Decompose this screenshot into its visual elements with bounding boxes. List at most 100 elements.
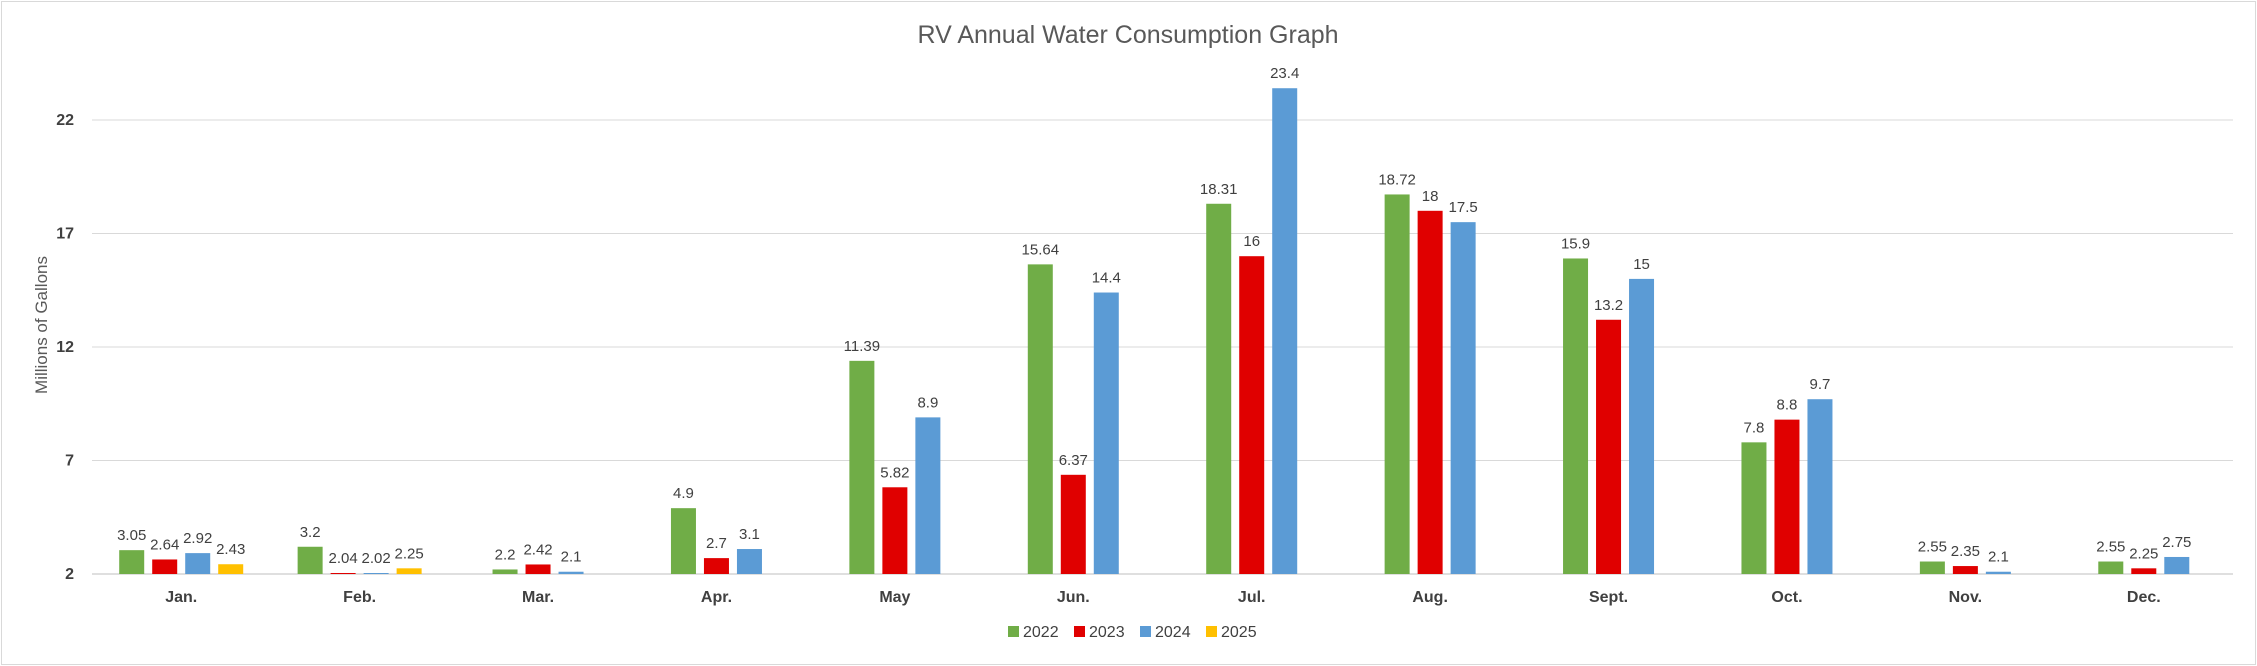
data-label: 2.2: [495, 546, 516, 563]
x-tick-label: Jul.: [1238, 589, 1266, 606]
data-label: 16: [1243, 233, 1260, 250]
bar-2023: [1239, 256, 1265, 574]
data-label: 2.55: [2096, 539, 2125, 556]
bar-2023: [1417, 210, 1443, 575]
bar-2022: [1384, 194, 1410, 574]
legend-entry: 2022: [1023, 624, 1059, 641]
bar-2023: [525, 564, 551, 574]
data-label: 2.1: [1988, 549, 2009, 566]
bar-2022: [1027, 264, 1053, 574]
bar-2022: [2098, 561, 2124, 574]
data-label: 17.5: [1449, 199, 1478, 216]
data-label: 8.8: [1777, 397, 1798, 414]
bar-2024: [915, 417, 941, 574]
x-tick-label: Feb.: [343, 589, 376, 606]
x-tick-label: Apr.: [701, 589, 732, 606]
bar-2024: [558, 571, 584, 574]
y-axis-ticks: 2 7 12 17 22: [56, 112, 74, 583]
legend-swatch: [1074, 626, 1085, 637]
bar-2022: [670, 508, 696, 574]
bar-2024: [363, 573, 389, 574]
legend-swatch: [1140, 626, 1151, 637]
gridlines: [92, 119, 2233, 575]
bar-2023: [1596, 319, 1622, 574]
bar-2024: [1272, 88, 1298, 574]
bar-2023: [2131, 568, 2157, 574]
bar-2023: [1774, 419, 1800, 574]
x-tick-label: Jan.: [165, 589, 197, 606]
bar-2022: [849, 360, 875, 574]
data-label: 3.05: [117, 527, 146, 544]
data-labels: 3.052.64 2.922.433.22.04 2.02 2.25 2.2 2.42 2.…: [117, 65, 2191, 567]
bar-2022: [492, 569, 518, 574]
data-label: 2.7: [706, 535, 727, 552]
bar-2022: [1919, 561, 1945, 574]
bar-2023: [1060, 474, 1086, 574]
data-label: 2.92: [183, 530, 212, 547]
data-label: 2.25: [395, 545, 424, 562]
chart-title: RV Annual Water Consumption Graph: [917, 21, 1338, 49]
data-label: 18.31: [1200, 181, 1238, 198]
bar-2024: [2164, 556, 2190, 574]
x-tick-label: Aug.: [1412, 589, 1448, 606]
x-tick-label: Jun.: [1057, 589, 1090, 606]
data-label: 3.2: [300, 524, 321, 541]
x-tick-label: Oct.: [1771, 589, 1802, 606]
bar-2023: [882, 487, 908, 574]
bar-2022: [297, 546, 323, 574]
data-label: 11.39: [844, 338, 880, 355]
data-label: 15.64: [1022, 241, 1060, 258]
bar-2025: [218, 564, 244, 574]
data-label: 15.9: [1561, 235, 1590, 252]
data-label: 18: [1422, 188, 1439, 205]
bar-2024: [1450, 222, 1476, 574]
bar-2023: [703, 558, 729, 574]
data-label: 13.2: [1594, 297, 1623, 314]
data-label: 18.72: [1378, 171, 1416, 188]
x-tick-label: Mar.: [522, 589, 554, 606]
x-tick-label: Sept.: [1589, 589, 1628, 606]
data-label: 2.43: [216, 541, 245, 558]
legend-swatch: [1008, 626, 1019, 637]
data-label: 5.82: [880, 464, 909, 481]
x-axis-ticks: Jan. Feb. Mar. Apr. May Jun. Jul. Aug. Sept. Oct.…: [165, 589, 2160, 606]
x-tick-label: Dec.: [2127, 589, 2161, 606]
bar-2024: [736, 549, 762, 574]
data-label: 2.75: [2162, 534, 2191, 551]
y-tick-label: 22: [56, 112, 74, 129]
data-label: 14.4: [1092, 270, 1121, 287]
data-label: 8.9: [917, 394, 938, 411]
legend-entry: 2025: [1221, 624, 1257, 641]
legend: 2022 2023 2024 2025: [1008, 624, 1257, 641]
data-label: 6.37: [1059, 452, 1088, 469]
bar-2024: [1985, 571, 2011, 574]
bar-2023: [330, 573, 356, 574]
bar-2023: [152, 559, 178, 574]
bar-2024: [185, 553, 211, 574]
data-label: 7.8: [1744, 419, 1765, 436]
data-label: 2.35: [1951, 543, 1980, 560]
data-label: 2.04: [329, 550, 358, 567]
bar-2024: [1807, 399, 1833, 574]
bar-2024: [1629, 278, 1655, 574]
data-label: 23.4: [1270, 65, 1299, 82]
y-tick-label: 17: [56, 226, 74, 243]
data-label: 2.25: [2129, 545, 2158, 562]
data-label: 2.64: [150, 536, 179, 553]
x-tick-label: Nov.: [1949, 589, 1982, 606]
data-label: 9.7: [1810, 376, 1831, 393]
y-tick-label: 7: [65, 453, 74, 470]
y-tick-label: 12: [56, 339, 74, 356]
data-label: 4.9: [673, 485, 694, 502]
bars: [119, 88, 2190, 575]
x-tick-label: May: [879, 589, 910, 606]
legend-entry: 2023: [1089, 624, 1125, 641]
bar-2022: [119, 550, 145, 574]
bar-2024: [1093, 292, 1119, 574]
y-axis-label: Millions of Gallons: [32, 256, 51, 394]
data-label: 2.42: [523, 541, 552, 558]
legend-swatch: [1206, 626, 1217, 637]
data-label: 2.55: [1918, 539, 1947, 556]
